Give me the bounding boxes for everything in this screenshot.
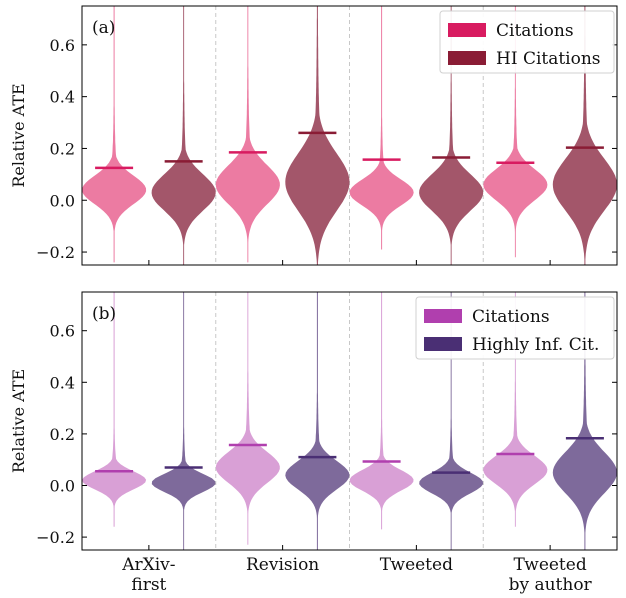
legend-swatch-1 bbox=[424, 337, 462, 351]
violin-second-series-2 bbox=[419, 6, 484, 265]
x-tick-label: by author bbox=[509, 575, 593, 595]
violin-citations-2 bbox=[349, 6, 414, 250]
y-tick-label: 0.2 bbox=[50, 425, 75, 444]
legend-swatch-1 bbox=[448, 51, 486, 65]
violin-citations-0 bbox=[82, 6, 147, 263]
legend-label-0: Citations bbox=[472, 307, 550, 327]
violin-citations-3 bbox=[483, 292, 548, 527]
legend-box bbox=[415, 296, 615, 360]
y-tick-label: 0.6 bbox=[50, 322, 75, 341]
violin-citations-0 bbox=[82, 292, 147, 527]
legend-swatch-0 bbox=[448, 23, 486, 37]
panel-a: −0.2 0.0 0.2 0.4 0.6 Relative ATE (a) Citations… bbox=[9, 5, 618, 266]
y-tick-label: 0.0 bbox=[50, 191, 75, 210]
panel-b: −0.2 0.0 0.2 0.4 0.6 Relative ATE (b) Citations… bbox=[9, 291, 618, 595]
legend-swatch-0 bbox=[424, 309, 462, 323]
legend-label-1: HI Citations bbox=[496, 49, 601, 69]
y-tick-label: −0.2 bbox=[36, 243, 75, 262]
violin-second-series-3 bbox=[552, 6, 617, 265]
violin-second-series-3 bbox=[552, 292, 617, 550]
violin-citations-1 bbox=[215, 292, 280, 545]
y-tick-label: 0.6 bbox=[50, 36, 75, 55]
violin-second-series-0 bbox=[151, 292, 216, 550]
y-axis-label: Relative ATE bbox=[9, 83, 28, 187]
violin-citations-3 bbox=[483, 6, 548, 258]
y-tick-label: 0.4 bbox=[50, 88, 75, 107]
violin-second-series-2 bbox=[419, 292, 484, 550]
y-tick-label: −0.2 bbox=[36, 528, 75, 547]
legend-label-0: Citations bbox=[496, 21, 574, 41]
x-tick-label: ArXiv- bbox=[121, 555, 175, 575]
legend-label-1: Highly Inf. Cit. bbox=[472, 335, 599, 355]
x-tick-label: first bbox=[131, 575, 166, 595]
violin-second-series-1 bbox=[285, 292, 350, 550]
y-tick-label: 0.0 bbox=[50, 477, 75, 496]
violin-citations-1 bbox=[215, 6, 280, 263]
y-tick-label: 0.4 bbox=[50, 373, 75, 392]
x-tick-label: Tweeted bbox=[514, 555, 587, 575]
x-tick-label: Revision bbox=[246, 555, 319, 575]
violin-second-series-0 bbox=[151, 6, 216, 265]
y-tick-label: 0.2 bbox=[50, 139, 75, 158]
panel-label: (a) bbox=[92, 18, 115, 38]
y-axis-label: Relative ATE bbox=[9, 369, 28, 473]
plot-frame bbox=[81, 5, 618, 266]
violin-citations-2 bbox=[349, 292, 414, 530]
x-tick-label: Tweeted bbox=[380, 555, 453, 575]
panel-label: (b) bbox=[92, 304, 116, 324]
plot-frame bbox=[81, 291, 618, 551]
violin-second-series-1 bbox=[285, 6, 350, 265]
